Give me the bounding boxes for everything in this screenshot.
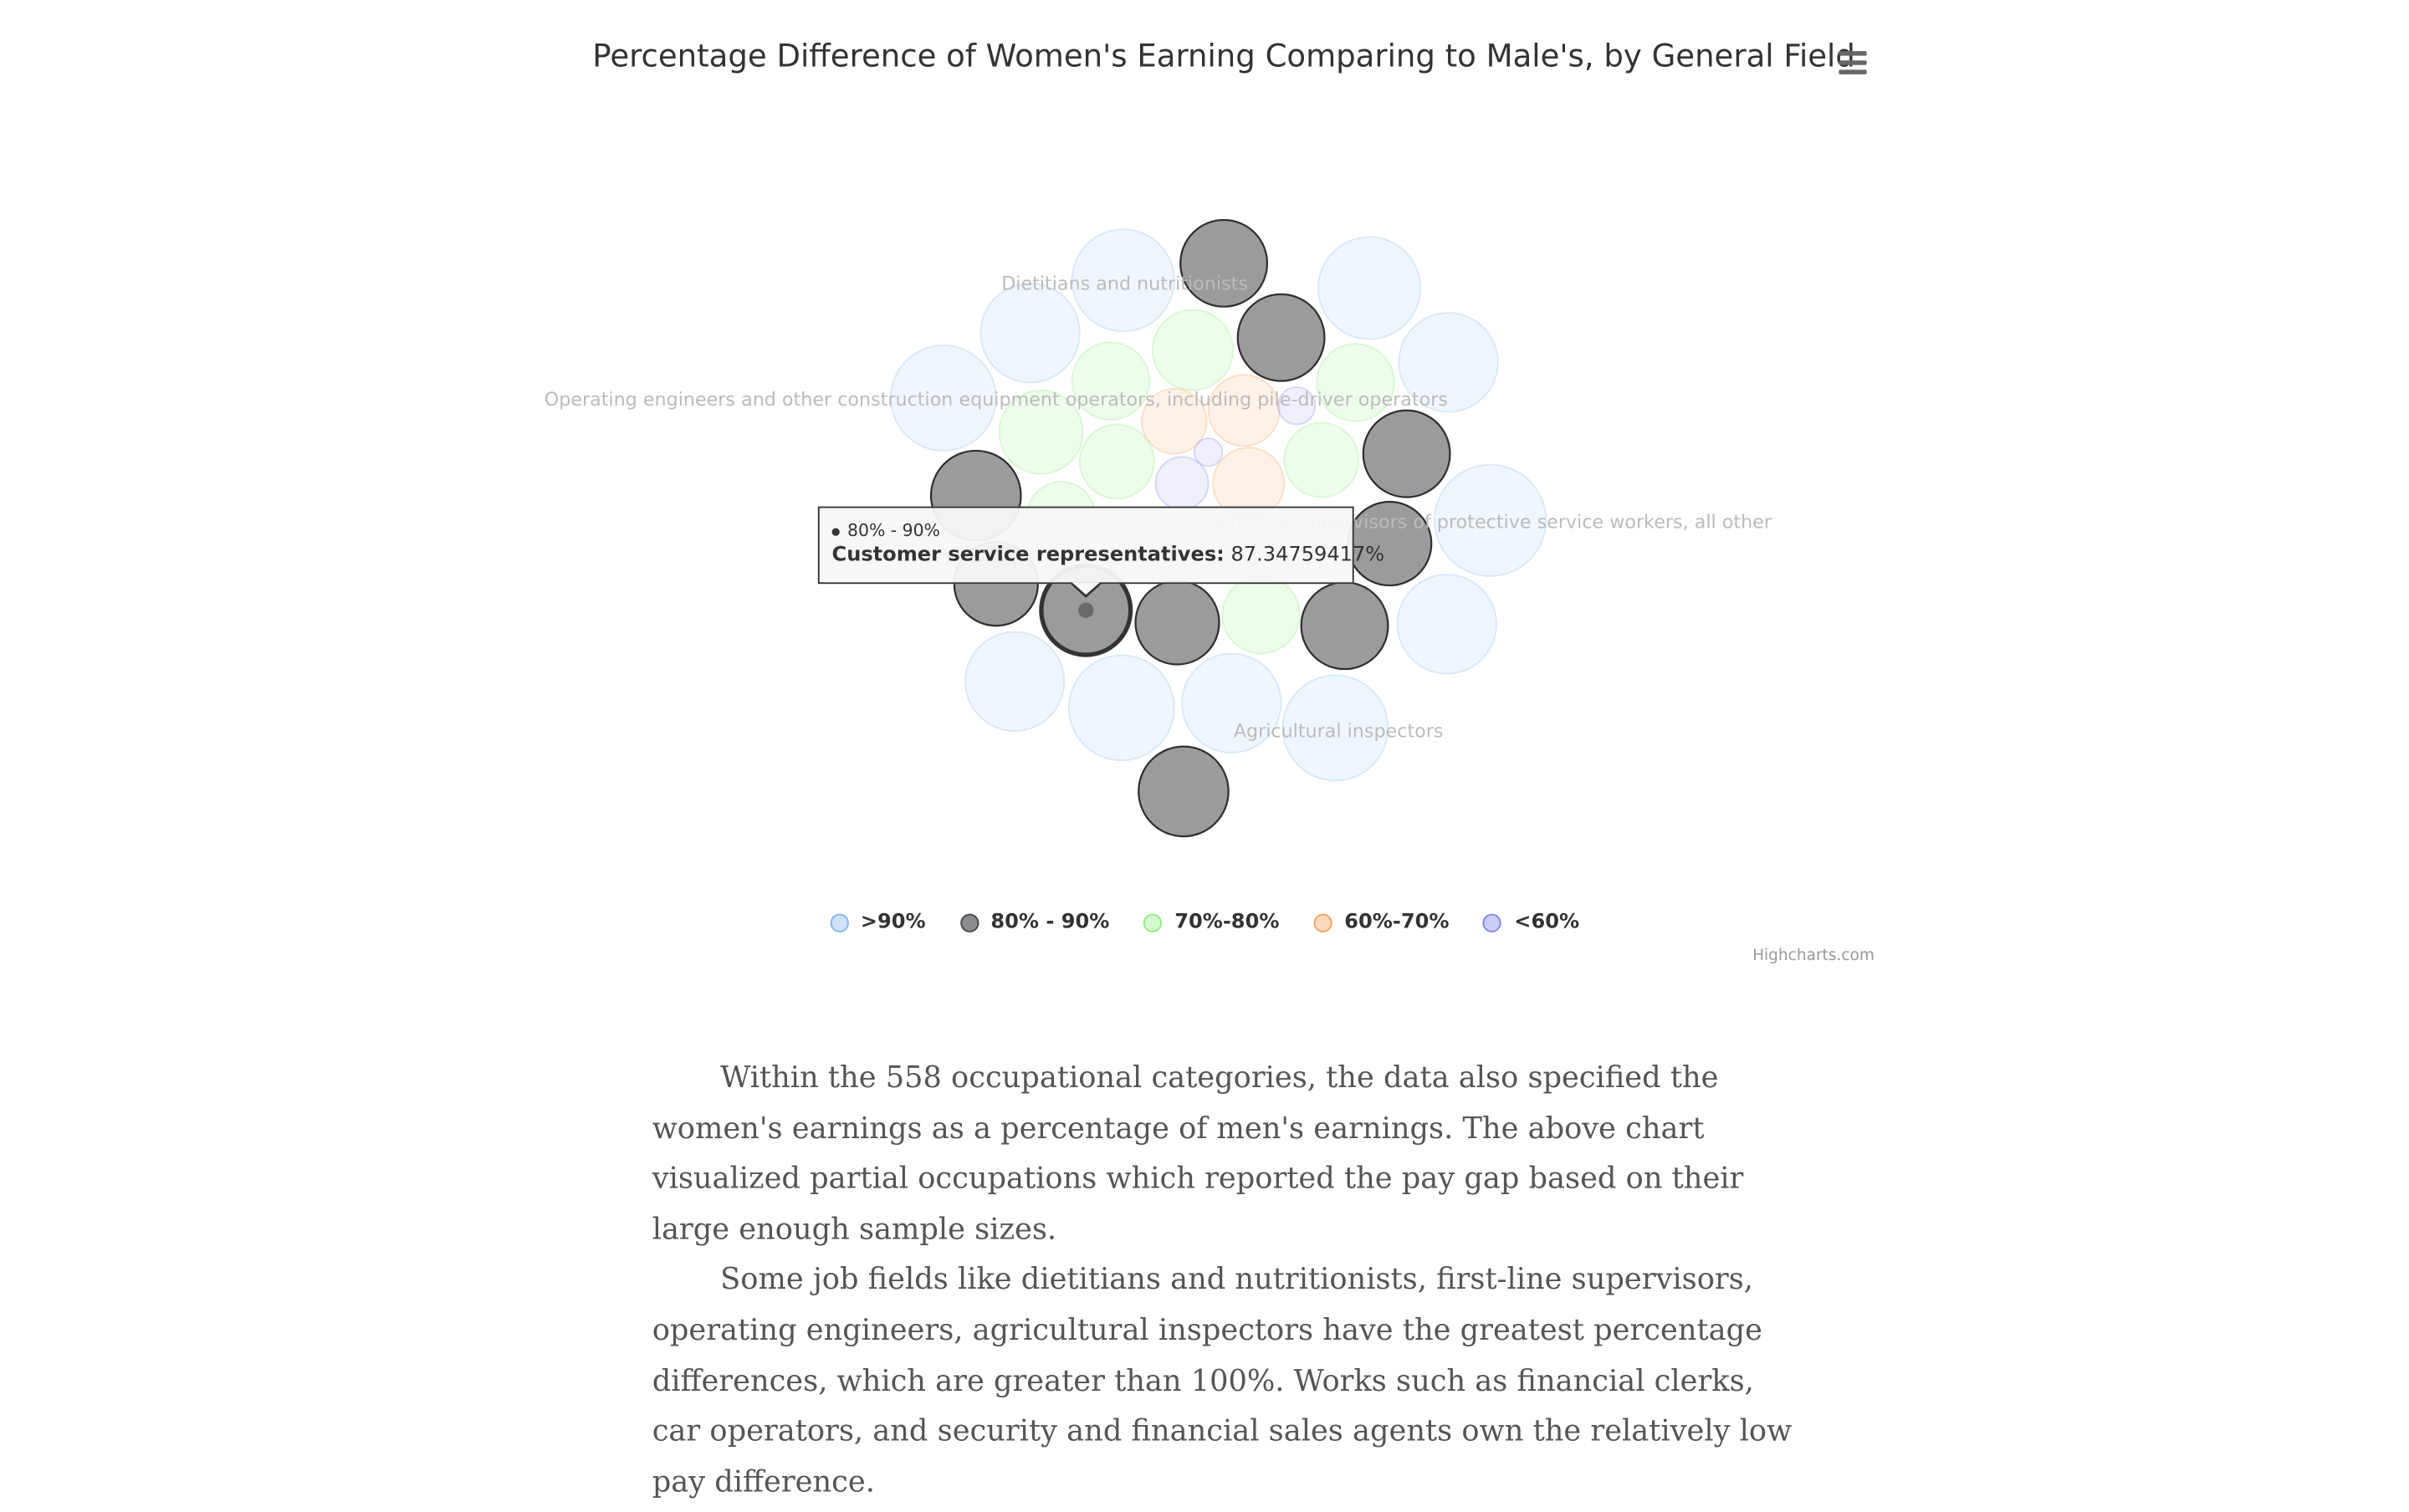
bubble-90[interactable] [979, 282, 1081, 384]
bubble-label: Dietitians and nutritionists [1001, 273, 1248, 294]
bubble-group [889, 218, 1547, 838]
bubble-70-80[interactable] [1316, 343, 1395, 422]
bubble-70-80[interactable] [1071, 341, 1151, 421]
legend-item-80-90[interactable]: 80% - 90% [959, 911, 1109, 934]
bubble-label-group: Dietitians and nutritionists Operating en… [545, 273, 1772, 742]
legend-item-70-80[interactable]: 70%-80% [1143, 911, 1279, 934]
bubble-90[interactable] [1396, 574, 1497, 675]
article-paragraph: Some job fields like dietitians and nutr… [652, 1263, 1793, 1499]
tooltip: 80% - 90% Customer service representativ… [817, 506, 1384, 598]
bubble-90[interactable] [1398, 312, 1499, 413]
legend-item-under-60[interactable]: <60% [1483, 911, 1579, 934]
legend-label: >90% [860, 910, 926, 934]
bubble-80-90[interactable] [1179, 218, 1269, 308]
hamburger-menu-icon[interactable] [1834, 47, 1871, 84]
bubble-label: Operating engineers and other constructi… [545, 389, 1448, 411]
legend-label: 60%-70% [1344, 910, 1450, 934]
tooltip-series: 80% - 90% [847, 520, 940, 541]
bubble-90[interactable] [1071, 228, 1175, 333]
bubble-80-90[interactable] [1300, 581, 1389, 671]
legend-label: 80% - 90% [990, 910, 1110, 934]
tooltip-arrow [1070, 582, 1102, 598]
article-paragraph: Within the 558 occupational categories, … [652, 1060, 1744, 1247]
bubble-60-70[interactable] [1140, 387, 1208, 455]
packed-bubble-chart: Dietitians and nutritionists Operating en… [545, 218, 1772, 838]
legend-swatch [1483, 912, 1502, 932]
bubble-60[interactable] [1154, 456, 1210, 511]
credits-link[interactable]: Highcharts.com [1752, 948, 1875, 965]
tooltip-dot-icon [831, 527, 840, 535]
bubble-90[interactable] [964, 631, 1066, 733]
legend-swatch [959, 912, 979, 932]
bubble-80-90[interactable] [1362, 409, 1451, 498]
bubble-80-90[interactable] [1134, 580, 1220, 666]
bubble-90[interactable] [1317, 236, 1422, 340]
tooltip-point-value: 87.34759417% [1230, 544, 1385, 567]
tooltip-point-name: Customer service representatives: [831, 544, 1225, 567]
legend-swatch [1143, 912, 1163, 932]
chart-title: Percentage Difference of Women's Earning… [592, 37, 1855, 74]
legend-swatch [829, 912, 848, 932]
bubble-60-70[interactable] [1207, 374, 1281, 447]
bubble-90[interactable] [1434, 463, 1547, 577]
bubble-70-80[interactable] [1283, 421, 1360, 498]
article-body: Within the 558 occupational categories, … [652, 1053, 1798, 1507]
bubble-70-80[interactable] [1078, 423, 1155, 500]
legend-label: 70%-80% [1174, 910, 1280, 934]
legend-item-over-90[interactable]: >90% [829, 910, 926, 934]
bubble-70-80[interactable] [1151, 309, 1235, 391]
bubble-70-80[interactable] [1221, 575, 1301, 655]
legend-label: <60% [1514, 910, 1580, 934]
legend-swatch [1313, 912, 1332, 932]
bubble-80-90[interactable] [1236, 293, 1326, 382]
hovered-bubble-marker [1077, 602, 1094, 618]
legend: >90% 80% - 90% 70%-80% 60%-70% <60% [0, 911, 2409, 934]
bubble-90[interactable] [889, 345, 997, 452]
bubble-90[interactable] [1181, 652, 1282, 753]
bubble-60[interactable] [1276, 386, 1317, 426]
bubble-60[interactable] [1193, 437, 1224, 467]
bubble-90[interactable] [1067, 654, 1175, 762]
bubble-90[interactable] [1281, 674, 1389, 782]
bubble-70-80[interactable] [998, 389, 1084, 475]
legend-item-60-70[interactable]: 60%-70% [1313, 910, 1450, 934]
bubble-label: Agricultural inspectors [1234, 721, 1444, 743]
bubble-80-90[interactable] [1138, 745, 1230, 838]
